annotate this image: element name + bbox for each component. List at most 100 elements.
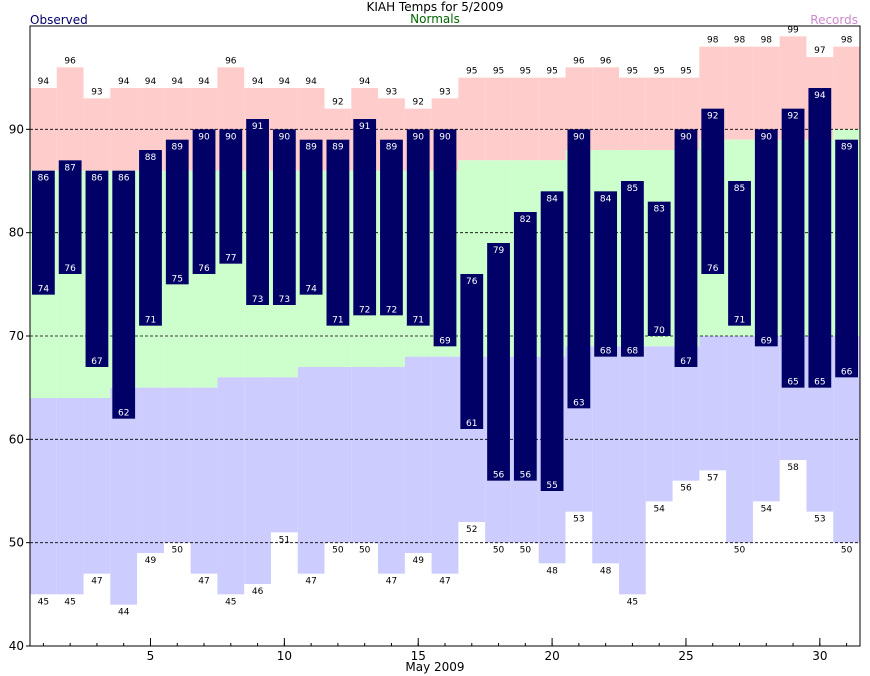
observed-bar [621,181,644,357]
record-high-label: 96 [573,56,585,66]
record-high-label: 94 [172,77,184,87]
record-high-label: 92 [332,98,343,108]
y-tick-label: 90 [9,122,24,136]
observed-bar [781,108,805,388]
observed-bar [513,212,537,481]
record-low-band [163,387,191,543]
record-low-label: 54 [653,504,665,514]
record-high-label: 98 [707,36,719,46]
record-low-label: 47 [439,577,450,587]
record-low-label: 45 [38,597,49,607]
observed-bar [433,129,457,347]
observed-bar [835,139,858,378]
observed-high-label: 82 [520,215,531,225]
record-high-band [511,77,539,161]
observed-low-label: 63 [573,398,584,408]
observed-low-label: 62 [118,409,129,419]
record-high-label: 96 [600,56,612,66]
observed-high-label: 90 [198,132,210,142]
observed-high-label: 89 [332,143,344,153]
record-high-band [83,98,111,171]
observed-high-label: 86 [91,174,103,184]
record-high-label: 98 [841,36,853,46]
observed-high-label: 89 [386,143,398,153]
record-low-band [56,398,84,595]
record-high-label: 93 [91,87,102,97]
record-high-label: 94 [252,77,264,87]
record-high-label: 94 [118,77,130,87]
record-low-label: 50 [359,546,371,556]
record-low-label: 53 [573,515,584,525]
record-low-band [431,356,459,574]
record-high-band [726,46,753,140]
observed-low-label: 67 [91,357,102,367]
record-high-band [538,77,566,161]
record-low-label: 45 [64,597,75,607]
record-low-band [110,387,138,605]
x-tick-label: 15 [411,649,426,663]
record-low-band [217,377,245,595]
record-low-band [83,398,111,574]
observed-bar [487,243,510,481]
y-tick-label: 40 [9,639,24,653]
observed-bar [139,150,162,326]
observed-bar [674,129,698,367]
observed-high-label: 89 [305,143,317,153]
record-low-band [699,336,727,471]
x-tick-label: 30 [812,649,827,663]
observed-high-label: 85 [734,184,745,194]
chart-title: KIAH Temps for 5/2009 [366,0,504,14]
x-tick-label: 25 [678,649,693,663]
record-low-label: 48 [600,566,612,576]
record-high-label: 93 [386,87,397,97]
observed-low-label: 76 [707,264,719,274]
record-high-label: 95 [520,67,531,77]
observed-high-label: 76 [466,277,478,287]
record-low-label: 44 [118,608,130,618]
observed-high-label: 90 [412,132,424,142]
observed-low-label: 76 [198,264,210,274]
observed-low-label: 77 [225,254,236,264]
observed-low-label: 61 [466,419,477,429]
record-high-band [645,77,673,150]
observed-low-label: 56 [520,471,532,481]
record-high-label: 94 [279,77,291,87]
observed-high-label: 91 [359,122,370,132]
observed-low-label: 55 [546,481,557,491]
record-high-label: 95 [627,67,638,77]
record-high-label: 93 [439,87,450,97]
record-low-label: 57 [707,473,718,483]
record-high-label: 98 [761,36,773,46]
observed-high-label: 94 [814,91,826,101]
x-tick-label: 5 [147,649,155,663]
record-low-band [592,346,620,564]
observed-low-label: 66 [841,367,853,377]
record-low-band [378,367,405,574]
x-tick-label: 20 [544,649,559,663]
observed-low-label: 71 [412,316,423,326]
record-low-label: 47 [386,577,397,587]
observed-low-label: 68 [627,347,639,357]
record-low-band [351,367,379,543]
x-axis-label: May 2009 [405,660,465,674]
record-high-band [56,67,84,171]
observed-bar [754,129,778,347]
record-low-label: 48 [546,566,558,576]
observed-bar [272,129,296,305]
observed-high-label: 91 [252,122,263,132]
record-low-label: 45 [627,597,638,607]
observed-high-label: 92 [787,112,798,122]
y-tick-label: 50 [9,536,24,550]
record-high-label: 99 [787,25,799,35]
record-high-band [752,46,780,140]
observed-low-label: 69 [439,336,451,346]
legend-records: Records [810,13,858,27]
record-low-band [672,346,700,481]
record-low-band [619,346,646,595]
record-high-label: 94 [145,77,157,87]
y-tick-label: 60 [9,432,24,446]
observed-low-label: 65 [814,378,825,388]
y-tick-label: 80 [9,226,24,240]
legend-normals: Normals [410,12,460,26]
record-high-label: 95 [546,67,557,77]
